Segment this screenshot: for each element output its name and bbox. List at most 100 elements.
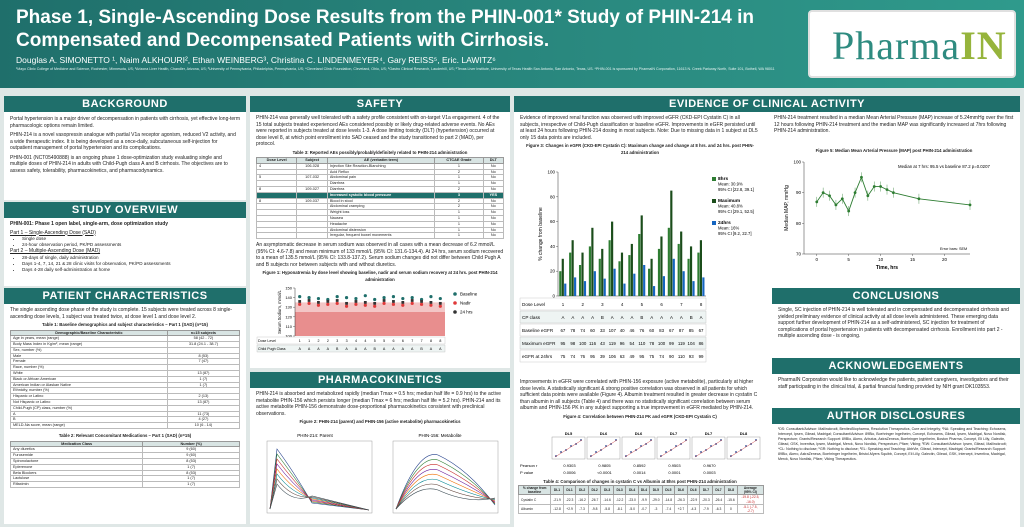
legend-label: 24 hrs: [460, 310, 473, 315]
nadir-point: [344, 304, 349, 308]
table-cell: A: [631, 315, 634, 320]
table-cell: -12.8: [550, 503, 564, 515]
panel-title: DL6: [600, 431, 608, 436]
table-row-label: Maximum eGFR: [522, 341, 556, 346]
table-cell: +2.7: [674, 503, 688, 515]
egfr-bar: [574, 277, 577, 296]
table-row: MELD-Na score, mean (range) 10 (6 - 14): [10, 422, 241, 430]
y-axis-label: Median MAP, mmHg: [784, 185, 790, 231]
table-cell: A: [670, 315, 673, 320]
table-cell: 95: [639, 354, 644, 359]
table-cell: 3: [346, 339, 348, 343]
table-cell: 5: [255, 174, 298, 182]
table-cell: -9.8: [587, 503, 602, 515]
y-axis-label: % change from baseline: [538, 207, 544, 261]
disclosures-heading: AUTHOR DISCLOSURES: [772, 408, 1020, 424]
table-cell: A: [430, 347, 433, 351]
table-2-medications: Medication Class Number (%) Any diuretic…: [9, 440, 240, 488]
table-cell: 54: [630, 341, 635, 346]
regression-line: [659, 439, 688, 458]
panel-title: DL7: [705, 431, 713, 436]
y-tick-label: 70: [796, 252, 802, 257]
table-cell: A: [650, 315, 653, 320]
pearson-value: 0.9805: [598, 463, 611, 468]
conclusions-section: CONCLUSIONS Single, SC injection of PHIN…: [772, 288, 1020, 356]
baseline-point: [316, 296, 321, 301]
p-value: 0.0006: [563, 470, 576, 475]
egfr-bar: [588, 246, 591, 296]
pearson-value: 0.9503: [668, 463, 681, 468]
baseline-point: [438, 296, 442, 301]
table-cell: 2: [581, 302, 584, 307]
table-1-title: Table 1: Baseline demographics and subje…: [42, 322, 208, 327]
table-cell: 49: [630, 354, 635, 359]
baseline-point: [344, 296, 349, 300]
table-cell: 7: [411, 339, 413, 343]
baseline-point: [363, 294, 367, 298]
table-cell: 7: [680, 302, 683, 307]
table-cell: 3: [601, 302, 604, 307]
recovery-point: [382, 299, 386, 302]
table-cell: No: [482, 209, 505, 216]
table-cell: 74: [570, 354, 575, 359]
table-row-label: CP class: [522, 315, 541, 320]
correlation-point: [665, 451, 667, 453]
conclusions-heading: CONCLUSIONS: [772, 288, 1020, 304]
table-cell: B: [336, 347, 339, 351]
egfr-bar: [623, 283, 626, 296]
table-cell: 63: [620, 354, 625, 359]
table-cell: A: [680, 315, 683, 320]
x-axis-label: Time, hrs: [876, 265, 898, 271]
table-row: 8 109-037 Blood in stool 2 No: [255, 197, 505, 205]
table-cell: No: [482, 174, 505, 182]
table-cell: -6.3: [711, 503, 726, 515]
table-cell: -19.8 (-22.5, -16.0): [736, 494, 765, 505]
nadir-point: [429, 303, 433, 307]
map-point: [853, 191, 857, 195]
table-row: Nausea 1 No: [255, 214, 505, 222]
egfr-bar: [697, 252, 700, 296]
table-cell: A: [411, 347, 414, 351]
table-cell: -7.4: [661, 503, 676, 515]
table-cell: 110: [638, 341, 646, 346]
pk-panel-frame: [392, 440, 499, 514]
pk-curve: [269, 483, 370, 511]
map-point: [821, 191, 825, 195]
x-tick-label: 5: [847, 257, 850, 262]
table-cell: 60: [649, 328, 654, 333]
table-cell: 1: [308, 339, 310, 343]
table-cell: A: [402, 347, 405, 351]
table-row-label: Dose Level: [258, 339, 276, 343]
egfr-bar: [699, 240, 702, 296]
legend-swatch: [712, 221, 716, 225]
background-paragraph-2: PHIN-214 is a novel vasopressin analogue…: [10, 132, 236, 151]
table-cell: A: [308, 347, 311, 351]
table-row: Acid Reflux 2 No: [255, 168, 505, 176]
recovery-point: [317, 301, 320, 304]
evidence-paragraph-3: PHIN-214 treatment resulted in a median …: [774, 115, 1014, 134]
table-cell: [255, 220, 298, 228]
p-value-label: P value: [520, 470, 534, 475]
egfr-bar: [581, 252, 584, 296]
table-cell: B: [640, 315, 643, 320]
legend-ci: 95% CI [9.2, 22.7]: [718, 231, 752, 236]
y-tick-label: 80: [550, 194, 556, 199]
table-cell: 100: [658, 341, 666, 346]
pearson-label: Pearson r: [520, 463, 538, 468]
egfr-bar: [583, 281, 587, 296]
baseline-point: [354, 296, 358, 301]
figure-2-right-title: PHIN-156: Metabolite: [418, 433, 462, 438]
study-subtitle: PHIN-001: Phase 1 open label, single-arm…: [10, 221, 169, 227]
table-cell: A: [581, 315, 584, 320]
table-3-title: Table 3: Reported AEs possibly/probably/…: [292, 149, 468, 155]
table-header: DL6: [674, 484, 688, 496]
patients-intro: The single ascending dose phase of the s…: [10, 307, 233, 320]
table-cell: B: [690, 315, 693, 320]
table-cell: 99: [669, 341, 674, 346]
table-row: 8 109-027 Diarrhea 2 No: [255, 186, 505, 193]
legend-ci: 95% CI [22.8, 39.1]: [718, 187, 754, 192]
nadir-point: [391, 302, 396, 306]
table-cell: 76: [639, 328, 644, 333]
recovery-point: [326, 300, 330, 303]
table-header: % change from baseline: [517, 484, 552, 496]
